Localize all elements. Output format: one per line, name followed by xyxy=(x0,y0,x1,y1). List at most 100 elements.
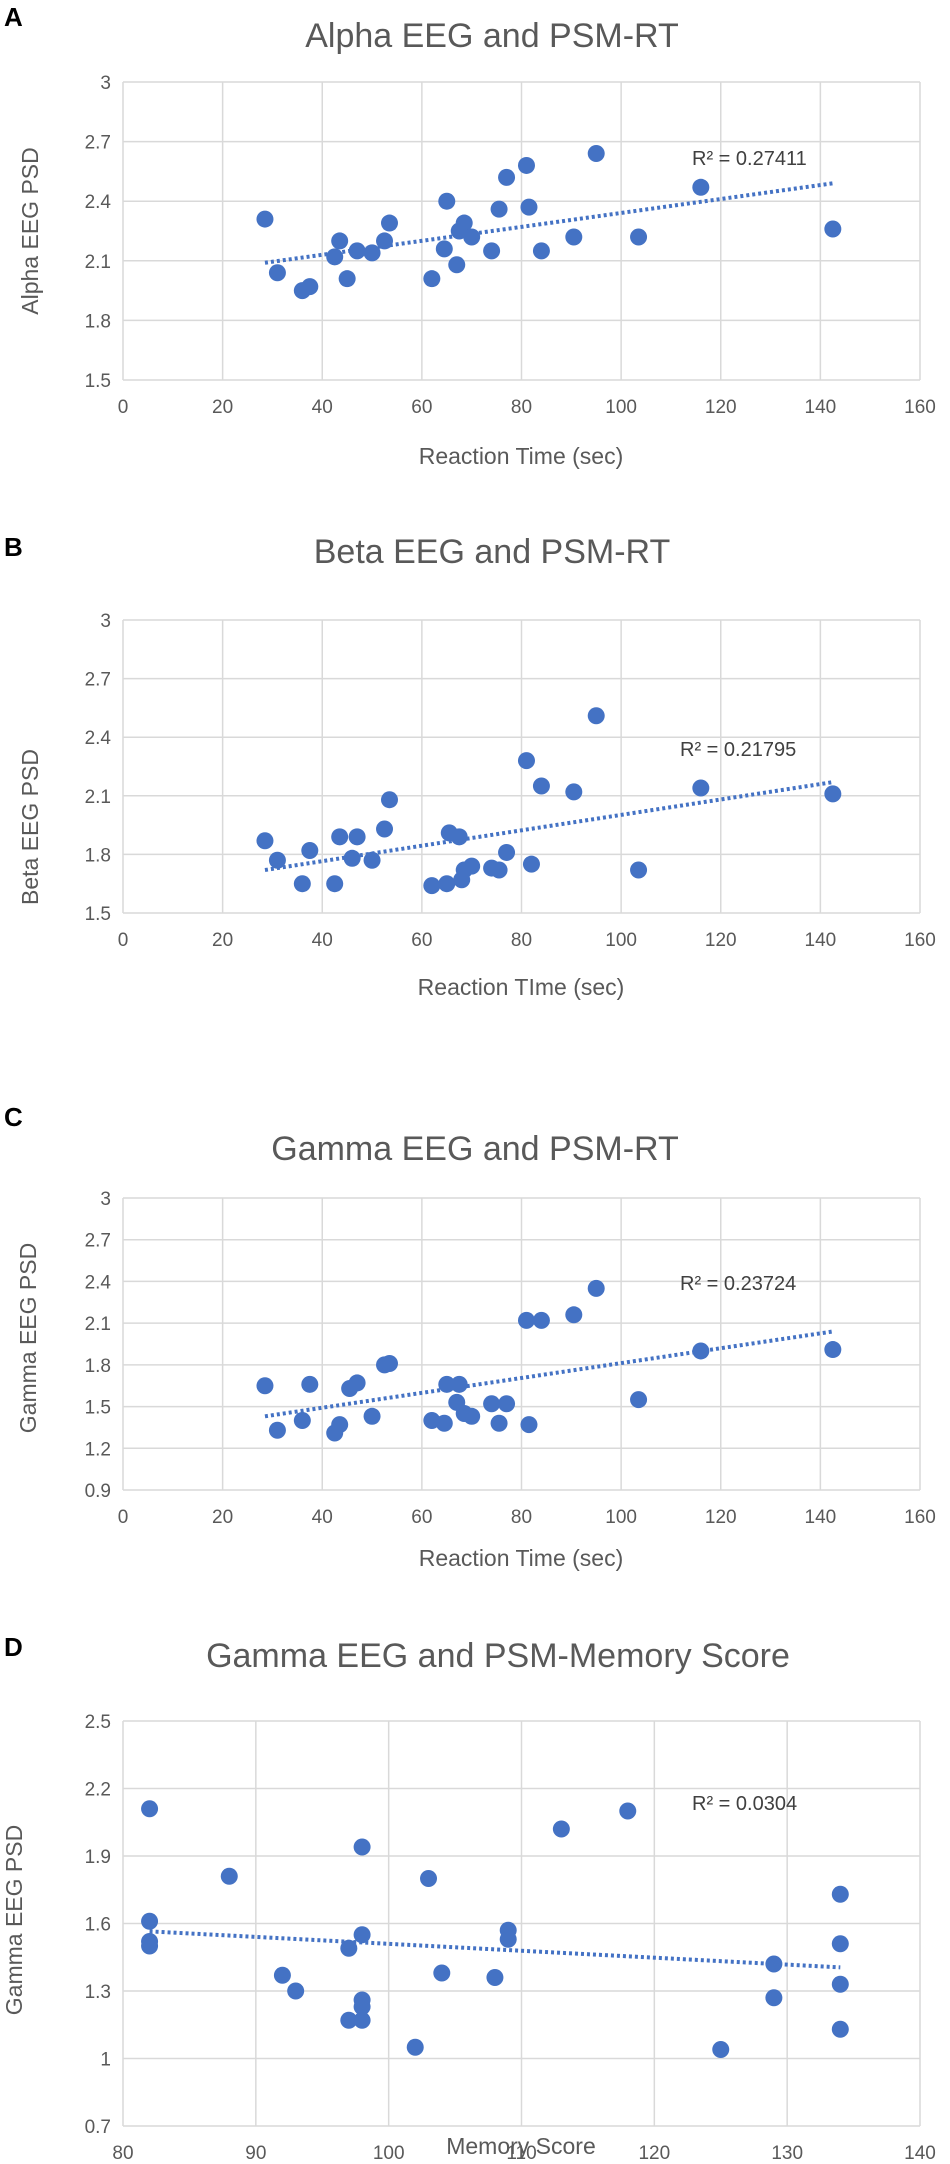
data-point xyxy=(363,851,381,869)
data-point xyxy=(522,855,540,873)
x-axis-label: Reaction Time (sec) xyxy=(419,443,624,469)
y-tick-label: 1.5 xyxy=(85,1398,111,1419)
data-point xyxy=(340,1939,358,1957)
data-point xyxy=(348,242,366,260)
data-point xyxy=(343,849,361,867)
x-tick-label: 120 xyxy=(705,397,737,418)
x-tick-label: 160 xyxy=(904,1507,936,1528)
data-point xyxy=(692,1342,710,1360)
chart-panel-b: B 1.5 1.8 2.1 2.4 2.7 3 0 20 40 60 80 100 120 140 160 B… xyxy=(0,530,950,1020)
data-point xyxy=(423,877,441,895)
x-tick-label: 160 xyxy=(904,397,936,418)
y-tick-label: 1.8 xyxy=(85,845,111,866)
data-point xyxy=(463,857,481,875)
y-tick-label: 0.9 xyxy=(85,1481,111,1502)
data-point xyxy=(450,828,468,846)
y-tick-label: 0.7 xyxy=(85,2117,111,2138)
y-tick-label: 2.1 xyxy=(85,1314,111,1335)
y-tick-label: 2.4 xyxy=(85,1272,112,1293)
data-point xyxy=(293,1411,311,1429)
data-point xyxy=(517,156,535,174)
data-point xyxy=(712,2041,730,2058)
x-tick-label: 20 xyxy=(212,397,233,418)
data-point xyxy=(463,228,481,246)
y-tick-label: 1.9 xyxy=(85,1847,111,1868)
data-point xyxy=(630,861,648,879)
data-point xyxy=(587,1279,605,1297)
data-point xyxy=(353,2011,371,2029)
chart-title: Gamma EEG and PSM-Memory Score xyxy=(206,1637,790,1675)
data-point xyxy=(287,1982,305,2000)
data-point xyxy=(692,779,710,797)
y-tick-label: 1.8 xyxy=(85,311,111,332)
y-axis-label: Gamma EEG PSD xyxy=(15,1243,41,1433)
x-tick-label: 40 xyxy=(312,397,333,418)
data-point xyxy=(301,278,319,296)
data-point xyxy=(448,256,466,274)
scatter-chart-c: 0.9 1.2 1.5 1.8 2.1 2.4 2.7 3 0 20 40 60 80 100 120 140… xyxy=(15,1130,936,1571)
data-point xyxy=(552,1820,570,1838)
data-point xyxy=(438,875,456,893)
data-point xyxy=(490,861,508,879)
data-point xyxy=(141,1937,159,1955)
y-tick-label: 2.7 xyxy=(85,133,111,154)
data-point xyxy=(363,1407,381,1425)
trendline xyxy=(149,1929,841,1970)
data-point xyxy=(348,828,366,846)
data-point xyxy=(498,843,516,861)
x-tick-label: 110 xyxy=(506,2143,536,2164)
r-squared-label: R² = 0.23724 xyxy=(680,1273,796,1295)
data-point xyxy=(353,1998,371,2016)
x-tick-label: 80 xyxy=(112,2143,133,2164)
x-axis-label: Reaction Time (sec) xyxy=(419,1545,624,1571)
data-point xyxy=(831,2020,849,2038)
data-point xyxy=(353,1838,371,1856)
data-point xyxy=(517,752,535,770)
y-tick-label: 2.2 xyxy=(85,1780,111,1801)
y-axis-label: Gamma EEG PSD xyxy=(1,1825,27,2015)
data-point xyxy=(450,1375,468,1393)
y-tick-label: 2.4 xyxy=(85,192,112,213)
x-tick-label: 120 xyxy=(705,1507,737,1528)
y-tick-label: 3 xyxy=(100,73,111,94)
data-point xyxy=(483,242,501,260)
data-point xyxy=(141,1912,159,1930)
data-point xyxy=(824,785,842,803)
data-point xyxy=(273,1966,291,1984)
chart-panel-c: C 0.9 1.2 1.5 1.8 2.1 2.4 2.7 3 0 20 40 60 80 100 120 1… xyxy=(0,1100,950,1590)
data-point xyxy=(331,1416,349,1434)
data-point xyxy=(765,1989,783,2007)
data-point xyxy=(565,783,583,801)
data-point xyxy=(293,875,311,893)
data-point xyxy=(256,832,274,850)
chart-title: Gamma EEG and PSM-RT xyxy=(271,1130,679,1168)
data-point xyxy=(340,2011,358,2029)
data-point xyxy=(520,1416,538,1434)
chart-panel-d: D 0.7 1 1.3 1.6 1.9 2.2 2.5 80 90 100 110 120 130 140… xyxy=(0,1630,950,2164)
data-point xyxy=(435,240,453,258)
data-point xyxy=(565,1306,583,1324)
x-tick-label: 40 xyxy=(312,930,333,951)
panel-label: D xyxy=(4,1632,23,1662)
data-point xyxy=(376,232,394,250)
r-squared-label: R² = 0.0304 xyxy=(692,1793,797,1815)
data-point xyxy=(486,1969,504,1986)
x-tick-label: 0 xyxy=(118,930,129,951)
y-tick-label: 2.7 xyxy=(85,1231,111,1252)
x-axis-label: Memory Score xyxy=(446,2133,596,2159)
data-point xyxy=(326,875,344,893)
data-point xyxy=(565,228,583,246)
data-point xyxy=(433,1964,451,1982)
data-point xyxy=(256,1377,274,1395)
data-point xyxy=(831,1935,849,1953)
x-tick-label: 40 xyxy=(312,1507,333,1528)
x-tick-label: 20 xyxy=(212,1507,233,1528)
data-point xyxy=(455,214,473,232)
x-tick-label: 100 xyxy=(605,1507,637,1528)
x-axis-label: Reaction TIme (sec) xyxy=(418,974,625,1000)
chart-title: Beta EEG and PSM-RT xyxy=(314,533,671,571)
data-point xyxy=(438,1375,456,1393)
data-point xyxy=(331,232,349,250)
data-point xyxy=(517,1311,535,1329)
data-point xyxy=(831,1975,849,1993)
